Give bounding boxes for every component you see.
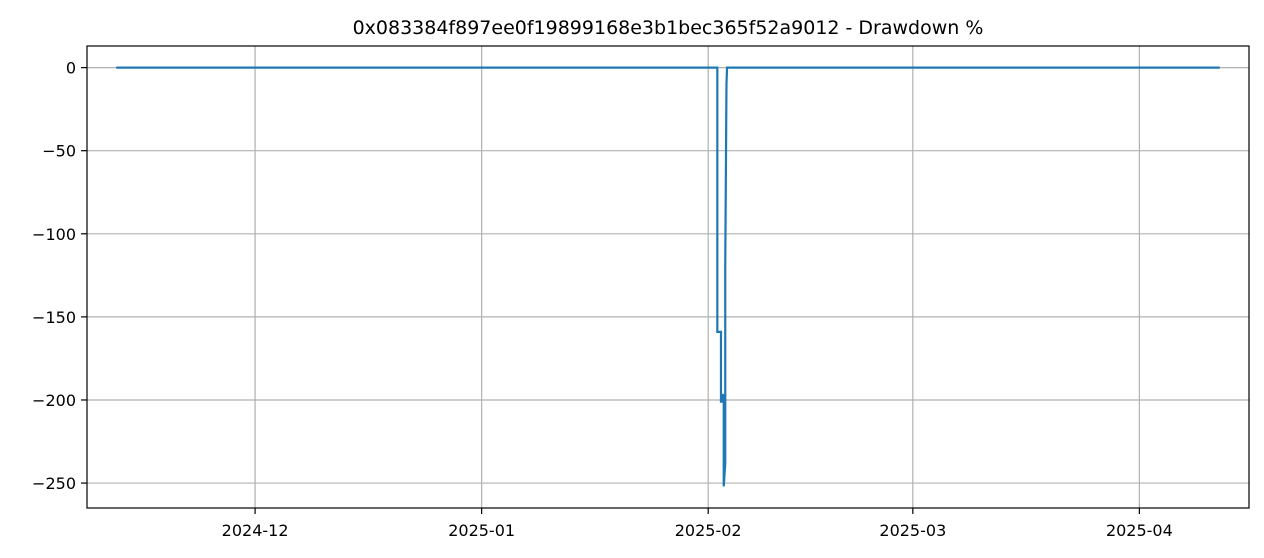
y-tick-label: 0 — [66, 59, 76, 78]
y-tick-label: −200 — [32, 391, 76, 410]
y-tick-label: −50 — [42, 142, 76, 161]
y-tick-label: −150 — [32, 308, 76, 327]
plot-area-frame — [86, 45, 1250, 509]
chart-title: 0x083384f897ee0f19899168e3b1bec365f52a90… — [353, 17, 984, 39]
x-tick-label: 2025-04 — [1106, 521, 1173, 540]
x-tick-label: 2025-02 — [675, 521, 742, 540]
x-tick-label: 2025-01 — [448, 521, 515, 540]
grid-lines — [87, 46, 1249, 508]
x-tick-label: 2024-12 — [222, 521, 289, 540]
axis-ticks: 2024-12 2025-01 2025-02 2025-03 2025-04 0 −50 −… — [32, 59, 1173, 540]
y-tick-label: −250 — [32, 474, 76, 493]
drawdown-series-line — [116, 66, 1220, 487]
y-tick-label: −100 — [32, 225, 76, 244]
series-layer — [116, 66, 1220, 487]
x-tick-label: 2025-03 — [879, 521, 946, 540]
